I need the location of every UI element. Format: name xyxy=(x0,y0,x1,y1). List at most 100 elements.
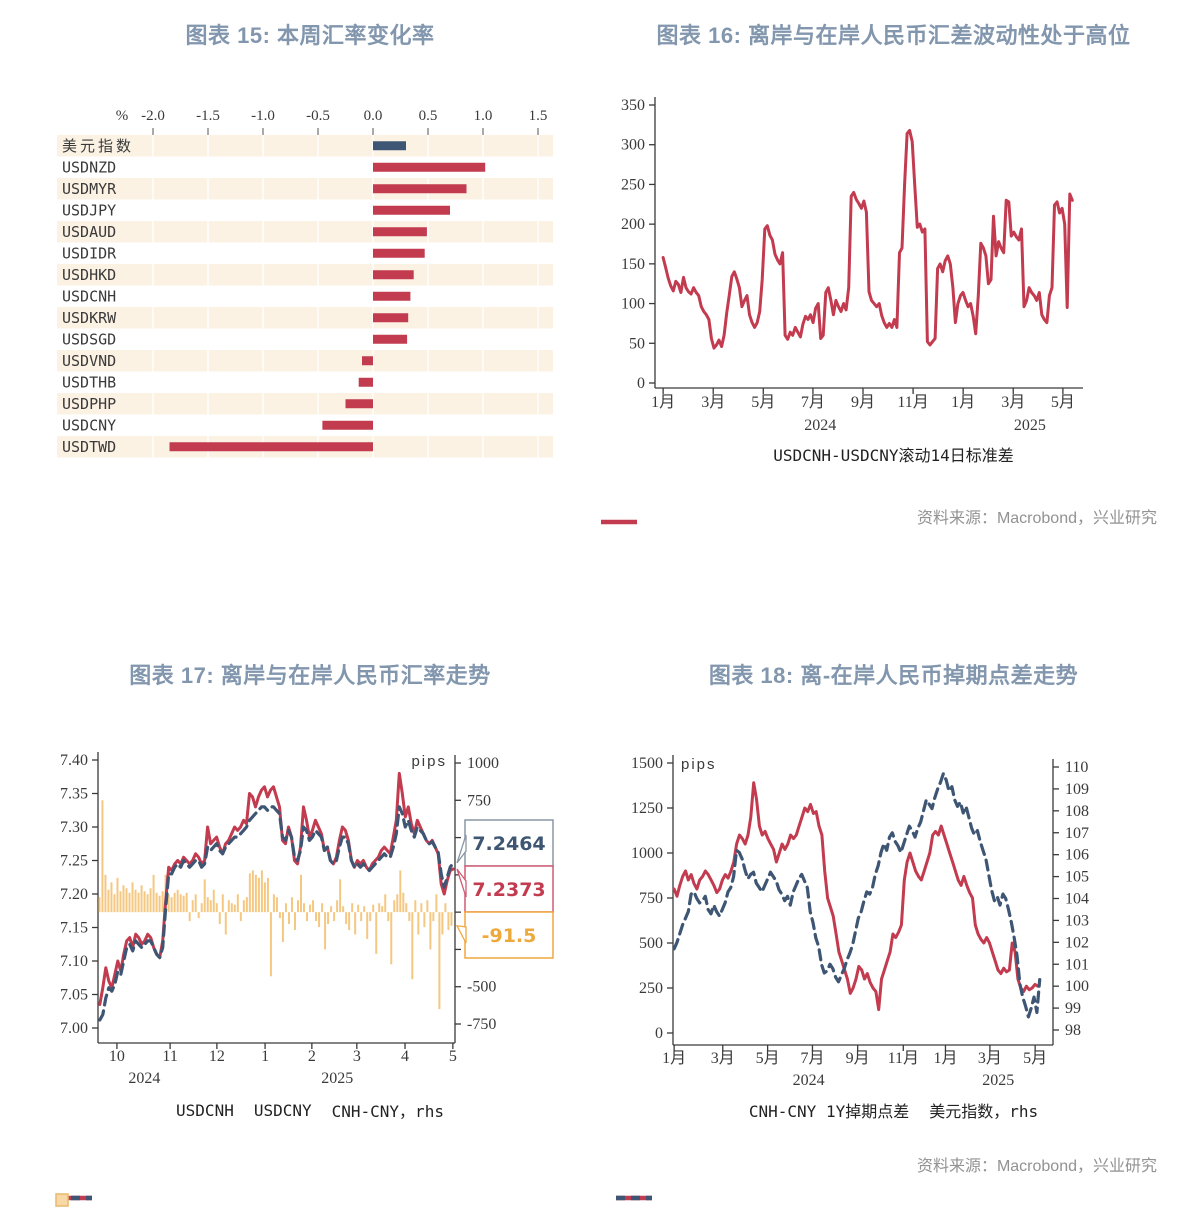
figure-17-line-chart: 7.40 7.35 7.30 7.25 7.20 7.15 7.10 7.05 7.00 1000… xyxy=(60,752,554,1087)
axis-tick-label: 11月 xyxy=(888,1050,919,1067)
axis-tick-label: -1.0 xyxy=(251,108,275,124)
bar-USDVND xyxy=(362,356,373,366)
axis-tick-label: 1500 xyxy=(631,755,663,772)
axis-tick-label: 3月 xyxy=(978,1050,1002,1067)
series-line-USDCNY xyxy=(98,805,455,1022)
axis-year-label: 2025 xyxy=(321,1070,353,1087)
series-bar xyxy=(339,879,342,913)
legend-item: USDCNY xyxy=(56,1101,312,1201)
axis-tick-label: 7.00 xyxy=(60,1020,88,1037)
series-bar xyxy=(122,885,125,913)
series-bar xyxy=(185,892,188,913)
axis-tick-label: 7.35 xyxy=(60,786,88,803)
series-bar xyxy=(272,894,275,913)
category-label: USDKRW xyxy=(62,309,117,327)
category-label: USDSGD xyxy=(62,330,116,348)
legend-label: 美元指数，rhs xyxy=(929,1102,1039,1121)
axis-tick-label: 150 xyxy=(621,256,645,273)
axis-tick-label: 0.5 xyxy=(419,108,438,124)
callout-box xyxy=(464,819,554,867)
series-line-USDCNH-USDCNY滚动14日标准差 xyxy=(661,128,1074,350)
series-bar xyxy=(170,897,173,913)
series-bar xyxy=(303,903,306,913)
axis-tick-label: 750 xyxy=(639,890,663,907)
legend-label: CNH-CNY，rhs xyxy=(331,1102,444,1121)
category-label: USDCNY xyxy=(62,416,116,434)
series-bar xyxy=(411,912,414,980)
series-bar xyxy=(399,870,402,913)
axis-year-label: 2024 xyxy=(804,417,836,434)
bar-USDAUD xyxy=(373,227,427,237)
category-label: USDTHB xyxy=(62,373,116,391)
axis-tick-label: 7.05 xyxy=(60,987,88,1004)
axis-tick-label: 10 xyxy=(109,1048,125,1065)
callout-box xyxy=(464,911,554,959)
series-bar xyxy=(179,894,182,913)
series-bar xyxy=(450,912,453,926)
axis-year-label: 2024 xyxy=(793,1072,825,1089)
axis-tick-label: 200 xyxy=(621,216,645,233)
series-bar xyxy=(161,891,164,913)
axis-tick-label: 1月 xyxy=(662,1050,686,1067)
category-label: USDVND xyxy=(62,352,116,370)
series-bar xyxy=(110,882,113,913)
axis-tick-label: 7.30 xyxy=(60,819,88,836)
legend-label: USDCNH xyxy=(176,1100,234,1120)
series-bar xyxy=(429,912,432,950)
axis-tick-label: 5月 xyxy=(751,394,775,411)
axis-tick-label: -2.0 xyxy=(141,108,165,124)
series-bar xyxy=(372,904,375,913)
series-bar xyxy=(194,894,197,913)
axis-tick-label: 7.20 xyxy=(60,886,88,903)
series-bar xyxy=(342,906,345,913)
row-band xyxy=(57,264,553,286)
category-label: USDMYR xyxy=(62,180,117,198)
axis-tick-label: 104 xyxy=(1065,891,1089,908)
bar-USDJPY xyxy=(373,205,450,215)
series-bar xyxy=(432,912,435,922)
series-bar xyxy=(345,912,348,925)
axis-tick-label: 7.40 xyxy=(60,752,88,769)
axis-year-label: 2025 xyxy=(982,1072,1014,1089)
series-bar xyxy=(116,877,119,913)
axis-tick-label: 11 xyxy=(162,1048,177,1065)
series-bar xyxy=(263,882,266,913)
series-bar xyxy=(260,870,263,913)
source-note: 资料来源：Macrobond，兴业研究 xyxy=(916,510,1157,527)
axis-tick-label: 5月 xyxy=(1023,1050,1047,1067)
legend-item: CNH-CNY 1Y掉期点差 xyxy=(616,1098,909,1201)
bar-USDSGD xyxy=(373,334,408,344)
series-bar xyxy=(137,892,140,913)
series-bar xyxy=(360,912,363,922)
axis-tick-label: 5月 xyxy=(1051,394,1075,411)
series-bar xyxy=(300,874,303,913)
axis-tick-label: 7.25 xyxy=(60,853,88,870)
callout-value: 7.2464 xyxy=(472,833,545,855)
callout-arrow xyxy=(456,834,467,864)
figure-16: 图表 16: 离岸与在岸人民币汇差波动性处于高位 350 300 250 200 150… xyxy=(595,10,1192,555)
figure-17: 图表 17: 离岸与在岸人民币汇率走势 7.40 7.35 7.30 7.25 7.20… xyxy=(50,650,570,1207)
series-bar xyxy=(435,894,438,913)
row-band xyxy=(57,393,553,415)
legend-swatch-line-icon xyxy=(601,519,637,525)
series-bar xyxy=(447,912,450,931)
category-label: USDIDR xyxy=(62,244,117,262)
legend-item: CNH-CNY，rhs xyxy=(55,1098,444,1207)
series-bar xyxy=(134,889,137,913)
series-bar xyxy=(275,897,278,913)
axis-tick-label: 250 xyxy=(639,980,663,997)
series-bar xyxy=(351,903,354,913)
series-bar xyxy=(113,894,116,913)
axis-tick-label: 11月 xyxy=(897,394,928,411)
axis-tick-label: 2 xyxy=(308,1048,316,1065)
axis-tick-label: 108 xyxy=(1065,803,1089,820)
callout-arrow xyxy=(456,868,467,898)
bar-USDCNY xyxy=(322,420,373,430)
figure-16-title: 图表 16: 离岸与在岸人民币汇差波动性处于高位 xyxy=(656,23,1131,48)
row-band xyxy=(57,135,553,157)
axis-tick-label: 500 xyxy=(639,935,663,952)
axis-tick-label: 0 xyxy=(655,1025,663,1042)
series-bar xyxy=(218,912,221,925)
axis-tick-label: 5 xyxy=(449,1048,457,1065)
legend-label: USDCNH-USDCNY滚动14日标准差 xyxy=(773,446,1014,465)
